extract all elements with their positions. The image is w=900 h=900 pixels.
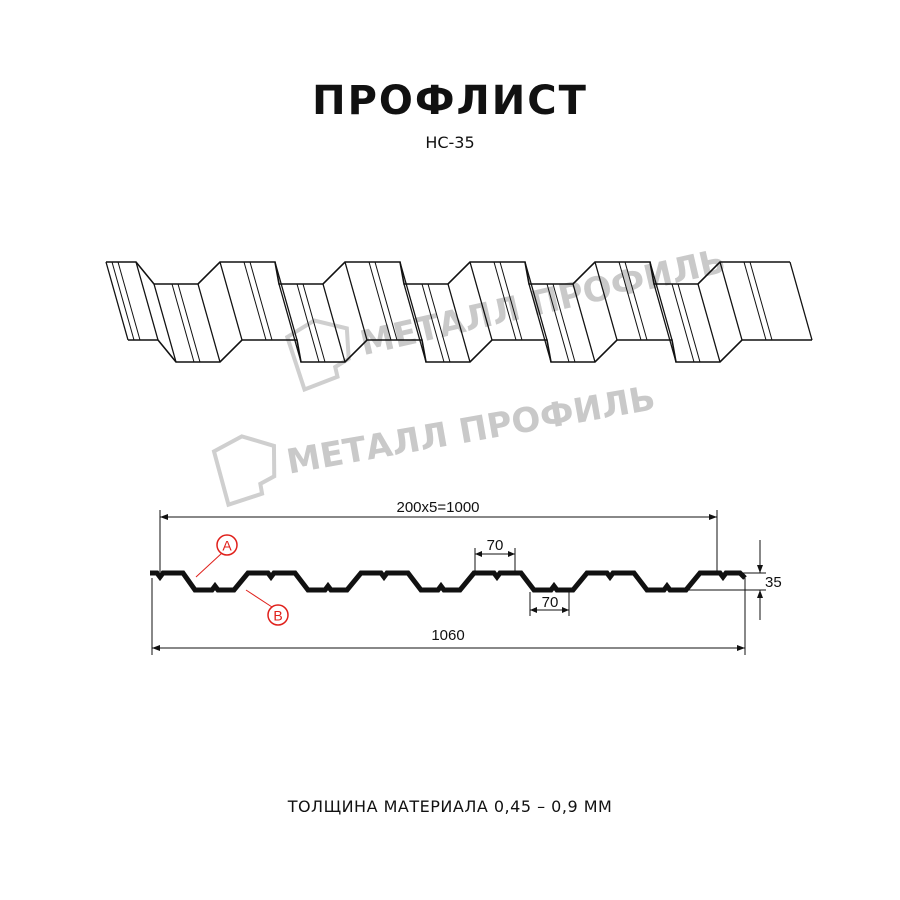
sheet-rib-line — [618, 261, 642, 341]
dim-label-height: 35 — [765, 574, 782, 591]
sheet-fold-line — [594, 261, 618, 341]
sheet-fold-line — [135, 261, 159, 341]
sheet-fold-line — [322, 283, 346, 363]
sheet-rib-line — [677, 283, 701, 363]
sheet-rib-line — [499, 261, 523, 341]
sheet-rib-line — [374, 261, 398, 341]
marker-b: B — [245, 589, 289, 626]
marker-a: A — [195, 534, 238, 578]
sheet-fold-line — [697, 283, 721, 363]
dim-label-trough: 70 — [542, 594, 559, 611]
sheet-rib-line — [421, 283, 445, 363]
sheet-fold-line — [572, 283, 596, 363]
sheet-rib-line — [546, 283, 570, 363]
watermark-text: МЕТАЛЛ ПРОФИЛЬ — [284, 378, 659, 482]
dim-label-1000: 200x5=1000 — [397, 499, 480, 516]
watermark-bottom: МЕТАЛЛ ПРОФИЛЬ — [211, 378, 659, 508]
watermark-logo-icon — [284, 318, 351, 393]
dimension-lines — [151, 510, 766, 655]
profile-section-line — [150, 570, 747, 593]
sheet-rib-line — [368, 261, 392, 341]
dim-label-1060: 1060 — [431, 627, 464, 644]
sheet-rib-line — [743, 261, 767, 341]
sheet-fold-line — [274, 261, 298, 341]
sheet-rib-line — [671, 283, 695, 363]
sheet-rib-line — [749, 261, 773, 341]
marker-a-label: A — [222, 538, 232, 554]
sheet-fold-line — [219, 261, 243, 341]
sheet-rib-line — [243, 261, 267, 341]
cross-section-view — [150, 570, 747, 593]
sheet-rib-line — [302, 283, 326, 363]
sheet-fold-line — [278, 283, 302, 363]
isometric-sheet-view — [105, 261, 813, 363]
sheet-rib-line — [296, 283, 320, 363]
sheet-fold-line — [153, 283, 177, 363]
page-title: ПРОФЛИСТ — [312, 78, 588, 124]
sheet-fold-line — [447, 283, 471, 363]
sheet-rib-line — [177, 283, 201, 363]
marker-b-label: B — [273, 608, 282, 624]
sheet-fold-line — [789, 261, 813, 341]
sheet-rib-line — [249, 261, 273, 341]
sheet-fold-line — [403, 283, 427, 363]
sheet-fold-line — [719, 261, 743, 341]
sheet-fold-line — [344, 261, 368, 341]
sheet-rib-line — [171, 283, 195, 363]
sheet-rib-line — [624, 261, 648, 341]
watermark-top: МЕТАЛЛ ПРОФИЛЬ — [284, 241, 729, 393]
sheet-fold-line — [653, 283, 677, 363]
sheet-fold-line — [528, 283, 552, 363]
sheet-bottom-edge — [128, 339, 812, 363]
dim-label-crest: 70 — [487, 537, 504, 554]
sheet-rib-line — [427, 283, 451, 363]
sheet-rib-line — [552, 283, 576, 363]
sheet-fold-line — [105, 261, 129, 341]
sheet-fold-line — [524, 261, 548, 341]
watermark-logo-icon — [211, 434, 277, 508]
sheet-rib-line — [493, 261, 517, 341]
sheet-rib-line — [117, 261, 141, 341]
sheet-fold-line — [197, 283, 221, 363]
sheet-rib-line — [111, 261, 135, 341]
sheet-fold-line — [649, 261, 673, 341]
sheet-fold-line — [469, 261, 493, 341]
material-thickness-note: ТОЛЩИНА МАТЕРИАЛА 0,45 – 0,9 ММ — [287, 797, 613, 816]
sheet-fold-line — [399, 261, 423, 341]
profile-model: НС-35 — [425, 133, 475, 152]
sheet-top-edge — [106, 261, 790, 285]
